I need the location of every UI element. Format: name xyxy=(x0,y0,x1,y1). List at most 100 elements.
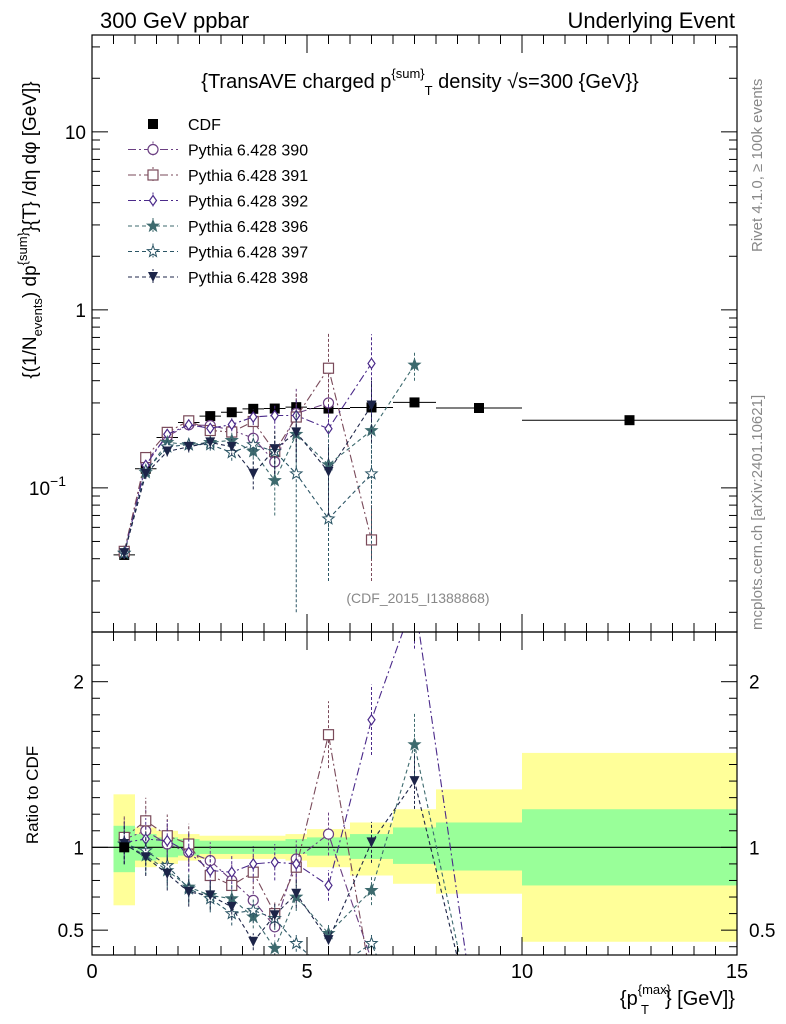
p392-line xyxy=(123,363,372,554)
p397-line xyxy=(123,444,372,554)
plot-title: {TransAVE charged p{sum}T density √s=300… xyxy=(201,66,639,98)
p397-point xyxy=(246,437,261,451)
series-p397 xyxy=(117,426,379,613)
p391-ratio-point xyxy=(140,815,152,827)
legend-marker xyxy=(147,143,159,156)
cdf-point xyxy=(474,402,484,413)
mcplots-credit-text: mcplots.cern.ch [arXiv:2401.10621] xyxy=(749,395,766,630)
p398-point xyxy=(323,466,334,477)
legend-label: Pythia 6.428 396 xyxy=(188,219,308,236)
legend-entry-p396: Pythia 6.428 396 xyxy=(128,218,308,236)
cdf-ratio-point xyxy=(119,842,130,853)
p398-point xyxy=(226,441,237,452)
p398-ratio-point xyxy=(140,852,151,863)
p398-point xyxy=(291,427,302,438)
p398-ratio-point xyxy=(291,888,302,899)
x-axis-label: {p{max} T} [GeV]} xyxy=(620,982,735,1017)
ratio-y-tick-label-right: 0.5 xyxy=(749,921,775,942)
p392-ratio-point xyxy=(270,856,279,869)
ratio-series-cdf xyxy=(119,842,130,853)
legend-marker xyxy=(148,194,158,207)
p397-ratio-point xyxy=(323,967,334,978)
header-right: Underlying Event xyxy=(567,8,735,33)
p392-point xyxy=(324,422,333,435)
cdf-point xyxy=(409,397,420,408)
legend: CDF Pythia 6.428 390 Pythia 6.428 391 Pythi… xyxy=(128,117,308,287)
series-p398 xyxy=(119,380,377,559)
p397-ratio-point xyxy=(289,935,304,950)
p398-ratio-point xyxy=(162,868,173,879)
p396-line xyxy=(123,364,415,554)
p392-ratio-point xyxy=(184,846,193,859)
p397-point xyxy=(364,466,379,480)
p392-point xyxy=(206,422,215,435)
legend-entry-p397: Pythia 6.428 397 xyxy=(128,243,308,262)
p398-ratio-point xyxy=(366,837,377,848)
p398-ratio-point xyxy=(248,936,259,947)
x-tick-label: 5 xyxy=(301,961,312,983)
legend-entry-p390: Pythia 6.428 390 xyxy=(128,141,308,160)
main-y-axis-label: {(1/Nevents) dp{sum}}{T} /dη dφ [GeV]} xyxy=(15,81,45,378)
series-p392 xyxy=(120,334,376,560)
legend-marker xyxy=(145,218,161,233)
analysis-watermark: (CDF_2015_I1388868) xyxy=(346,590,489,606)
ratio-band-green xyxy=(436,822,522,871)
legend-entry-cdf: CDF xyxy=(148,117,221,134)
ratio-panel: 0.5 0.5 1 1 2 2 0 5 10 15 Ratio to CDF {p{max} T} … xyxy=(23,631,775,1017)
cdf-point xyxy=(624,415,635,426)
p398-ratio-point xyxy=(205,890,216,901)
legend-entry-p398: Pythia 6.428 398 xyxy=(128,269,308,287)
y-tick-label: 1 xyxy=(75,301,86,322)
p396-ratio-point xyxy=(267,940,282,955)
p396-point xyxy=(267,473,282,487)
p397-point xyxy=(289,466,304,480)
p398-point xyxy=(183,441,194,452)
p392-point xyxy=(270,409,279,422)
legend-label: Pythia 6.428 392 xyxy=(188,194,308,211)
main-panel: 10 1 10−1 {TransAVE charged p{sum}T densit… xyxy=(15,34,738,633)
p398-ratio-point xyxy=(269,910,280,921)
p392-ratio-point xyxy=(206,864,215,877)
legend-label: CDF xyxy=(188,117,221,134)
p398-ratio-point xyxy=(409,776,420,787)
ratio-y-tick-label-right: 2 xyxy=(749,673,760,694)
legend-label: Pythia 6.428 397 xyxy=(188,245,308,262)
p391-line xyxy=(123,366,373,552)
p390-ratio-point xyxy=(322,828,335,840)
ratio-y-tick-label-right: 1 xyxy=(749,838,760,859)
p398-ratio-point xyxy=(183,887,194,898)
p390-point xyxy=(322,397,335,409)
p392-point xyxy=(367,357,376,370)
p392-ratio-point xyxy=(227,866,236,879)
p398-point xyxy=(205,437,216,448)
p397-point xyxy=(321,511,336,525)
header-left: 300 GeV ppbar xyxy=(100,8,249,33)
p397-ratio-point xyxy=(246,902,261,917)
p390-line xyxy=(123,402,329,552)
p396-ratio-point xyxy=(407,737,422,751)
y-tick-label: 10−1 xyxy=(29,473,66,500)
y-tick-label: 10 xyxy=(65,123,86,144)
p398-point xyxy=(140,468,151,479)
p396-point xyxy=(407,357,422,372)
legend-marker xyxy=(148,272,158,282)
p391-point xyxy=(365,534,378,546)
ratio-y-tick-label: 1 xyxy=(73,838,84,859)
p391-ratio-line xyxy=(123,734,368,955)
p398-ratio-point xyxy=(323,935,334,946)
legend-label: Pythia 6.428 390 xyxy=(188,143,308,160)
legend-label: Pythia 6.428 391 xyxy=(188,168,308,185)
p392-ratio-point xyxy=(324,879,333,892)
series-p390 xyxy=(118,376,335,557)
p398-line xyxy=(123,405,372,554)
x-tick-label: 0 xyxy=(86,961,97,983)
ratio-y-tick-label: 0.5 xyxy=(58,921,84,942)
rivet-version-text: Rivet 4.1.0, ≥ 100k events xyxy=(749,79,766,252)
legend-marker xyxy=(147,169,159,181)
p391-ratio-point xyxy=(322,729,335,741)
y-tick-label-exp: −1 xyxy=(50,473,66,489)
legend-marker xyxy=(145,244,161,258)
x-tick-label: 15 xyxy=(726,961,748,983)
ratio-y-axis-label: Ratio to CDF xyxy=(23,746,42,844)
